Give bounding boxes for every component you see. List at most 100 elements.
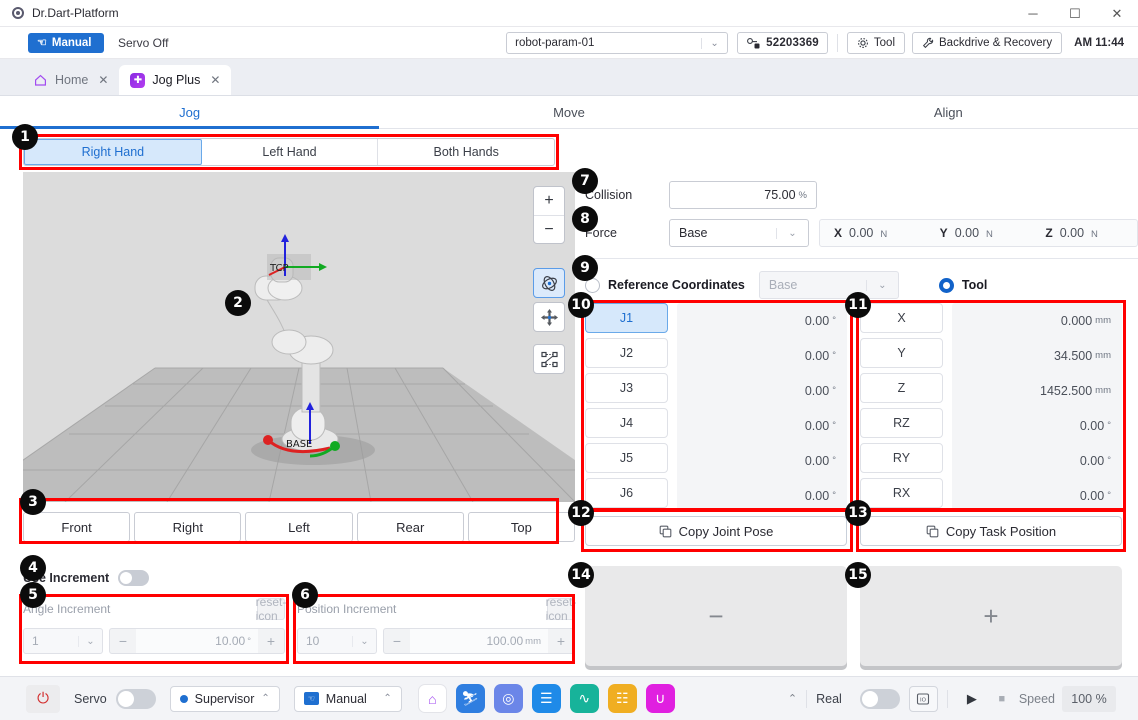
joint-value-j5-unit: ° xyxy=(832,455,836,466)
tab-move[interactable]: Move xyxy=(553,104,585,120)
orbit-rotate-icon[interactable] xyxy=(533,268,565,298)
tool-coordinates-radio[interactable] xyxy=(938,277,954,293)
serial-number: 52203369 xyxy=(766,37,819,49)
joint-key-j1[interactable]: J1 xyxy=(585,303,668,333)
task-key-ry[interactable]: RY xyxy=(860,443,943,473)
stop-icon[interactable]: ■ xyxy=(998,692,1006,705)
copy-task-position-button[interactable]: Copy Task Position xyxy=(860,516,1122,546)
fit-to-view-icon[interactable] xyxy=(533,344,565,374)
task-builder-icon[interactable]: ⛷ xyxy=(455,684,485,713)
hand-option-left[interactable]: Left Hand xyxy=(202,139,379,165)
joint-pose-table: J1 J2 J3 J4 J5 J6 0.00 ° 0.00 ° 0.00 ° xyxy=(585,303,847,509)
tab-home-label: Home xyxy=(55,73,89,87)
angle-increment-title: Angle Increment xyxy=(23,602,111,616)
minimize-button[interactable]: ─ xyxy=(1028,6,1038,21)
view-top-button[interactable]: Top xyxy=(467,512,576,542)
mode-bar-right: robot-param-01 ⌄ 52203369 Tool xyxy=(506,27,1138,59)
reference-coordinates-radio[interactable] xyxy=(585,277,600,293)
view-right-button[interactable]: Right xyxy=(134,512,242,542)
tab-jog-plus[interactable]: ✚ Jog Plus ✕ xyxy=(119,65,232,95)
tab-home[interactable]: Home ✕ xyxy=(22,65,119,95)
task-key-x[interactable]: X xyxy=(860,303,943,333)
use-increment-toggle[interactable] xyxy=(118,570,150,586)
hand-option-right[interactable]: Right Hand xyxy=(24,139,202,165)
view-rear-button[interactable]: Rear xyxy=(356,512,464,542)
backdrive-recovery-label: Backdrive & Recovery xyxy=(939,37,1053,49)
expand-caret-icon[interactable]: ⌃ xyxy=(787,693,798,705)
svg-text:TCP: TCP xyxy=(269,263,289,274)
collision-field[interactable]: 75.00 % xyxy=(669,181,817,209)
angle-increment-reset-icon[interactable]: reset-icon xyxy=(255,595,287,623)
joint-key-column: J1 J2 J3 J4 J5 J6 xyxy=(585,303,668,509)
gripper-app-icon[interactable]: ∪ xyxy=(645,684,675,713)
tab-align[interactable]: Align xyxy=(933,104,963,120)
reference-frame-select[interactable]: Base ⌄ xyxy=(758,271,899,299)
robot-param-select[interactable]: robot-param-01 ⌄ xyxy=(506,32,729,54)
joint-key-j2[interactable]: J2 xyxy=(585,338,668,368)
servo-toggle[interactable] xyxy=(115,688,156,709)
joint-value-column: 0.00 ° 0.00 ° 0.00 ° 0.00 ° 0.00 ° xyxy=(677,303,847,509)
task-key-z[interactable]: Z xyxy=(860,373,943,403)
reference-coordinates-label: Reference Coordinates xyxy=(608,278,745,292)
monitoring-icon[interactable]: ∿ xyxy=(569,684,599,713)
task-key-y[interactable]: Y xyxy=(860,338,943,368)
task-key-rz[interactable]: RZ xyxy=(860,408,943,438)
copy-joint-pose-button[interactable]: Copy Joint Pose xyxy=(585,516,847,546)
position-increment-reset-icon[interactable]: reset-icon xyxy=(545,595,577,623)
joint-key-j6[interactable]: J6 xyxy=(585,478,668,508)
serial-lock-box[interactable]: 52203369 xyxy=(737,32,828,54)
maximize-button[interactable]: ☐ xyxy=(1069,5,1081,21)
tab-jog-plus-close-icon[interactable]: ✕ xyxy=(210,73,221,87)
real-mode-group: Real IO xyxy=(816,685,938,712)
io-icon[interactable]: IO xyxy=(908,685,938,712)
teach-pendant-icon[interactable]: ◎ xyxy=(493,684,523,713)
view-left-button[interactable]: Left xyxy=(245,512,353,542)
force-label: Force xyxy=(585,226,617,240)
joint-value-j1-unit: ° xyxy=(832,315,836,326)
force-frame-select[interactable]: Base ⌄ xyxy=(669,219,809,247)
play-icon[interactable]: ▶ xyxy=(966,690,977,706)
task-value-y-number: 34.500 xyxy=(1053,348,1093,363)
joint-key-j5[interactable]: J5 xyxy=(585,443,668,473)
hand-option-both[interactable]: Both Hands xyxy=(433,145,499,159)
joint-key-j3[interactable]: J3 xyxy=(585,373,668,403)
angle-increment-minus-button[interactable]: − xyxy=(118,633,128,649)
close-button[interactable]: ✕ xyxy=(1111,5,1123,21)
backdrive-recovery-button[interactable]: Backdrive & Recovery xyxy=(912,32,1063,54)
program-list-icon[interactable]: ☰ xyxy=(531,684,561,713)
position-increment-minus-button[interactable]: − xyxy=(392,633,402,649)
angle-increment-select[interactable]: 1 ⌄ xyxy=(23,628,103,654)
gear-icon xyxy=(857,38,868,48)
pan-move-icon[interactable] xyxy=(533,302,565,332)
tab-jog[interactable]: Jog xyxy=(0,96,380,129)
supervisor-label: Supervisor xyxy=(194,691,255,706)
jog-minus-pad[interactable]: − xyxy=(585,566,847,666)
robot-3d-viewport[interactable]: TCP BASE + − xyxy=(23,172,575,502)
joint-value-j6-unit: ° xyxy=(832,490,836,501)
angle-increment-select-value: 1 xyxy=(32,634,39,648)
jog-plus-pad[interactable]: + xyxy=(860,566,1122,666)
log-viewer-icon[interactable]: ☷ xyxy=(607,684,637,713)
manual-mode-select[interactable]: ☜ Manual ⌃ xyxy=(293,685,402,712)
angle-increment-value-field[interactable]: 10.00 ° xyxy=(136,629,258,653)
home-app-icon[interactable]: ⌂ xyxy=(417,684,447,713)
view-front-button[interactable]: Front xyxy=(23,512,131,542)
task-value-rz-number: 0.00 xyxy=(1079,418,1105,433)
manual-mode-chip[interactable]: ☜ Manual xyxy=(28,32,104,53)
zoom-in-button[interactable]: + xyxy=(544,192,554,209)
task-key-rx[interactable]: RX xyxy=(860,478,943,508)
speed-value[interactable]: 100 % xyxy=(1062,685,1116,712)
joint-key-j4[interactable]: J4 xyxy=(585,408,668,438)
tool-button[interactable]: Tool xyxy=(846,32,906,54)
position-increment-plus-button[interactable]: + xyxy=(556,633,566,649)
position-increment-select[interactable]: 10 ⌄ xyxy=(297,628,377,654)
tab-home-close-icon[interactable]: ✕ xyxy=(98,73,109,87)
joint-value-j2-number: 0.00 xyxy=(804,348,830,363)
power-icon[interactable]: ⏻ xyxy=(26,684,60,713)
supervisor-select[interactable]: Supervisor ⌃ xyxy=(169,685,280,712)
real-toggle[interactable] xyxy=(859,688,900,709)
position-increment-value-field[interactable]: 100.00 mm xyxy=(410,629,548,653)
zoom-out-button[interactable]: − xyxy=(534,215,564,243)
angle-increment-plus-button[interactable]: + xyxy=(266,633,276,649)
